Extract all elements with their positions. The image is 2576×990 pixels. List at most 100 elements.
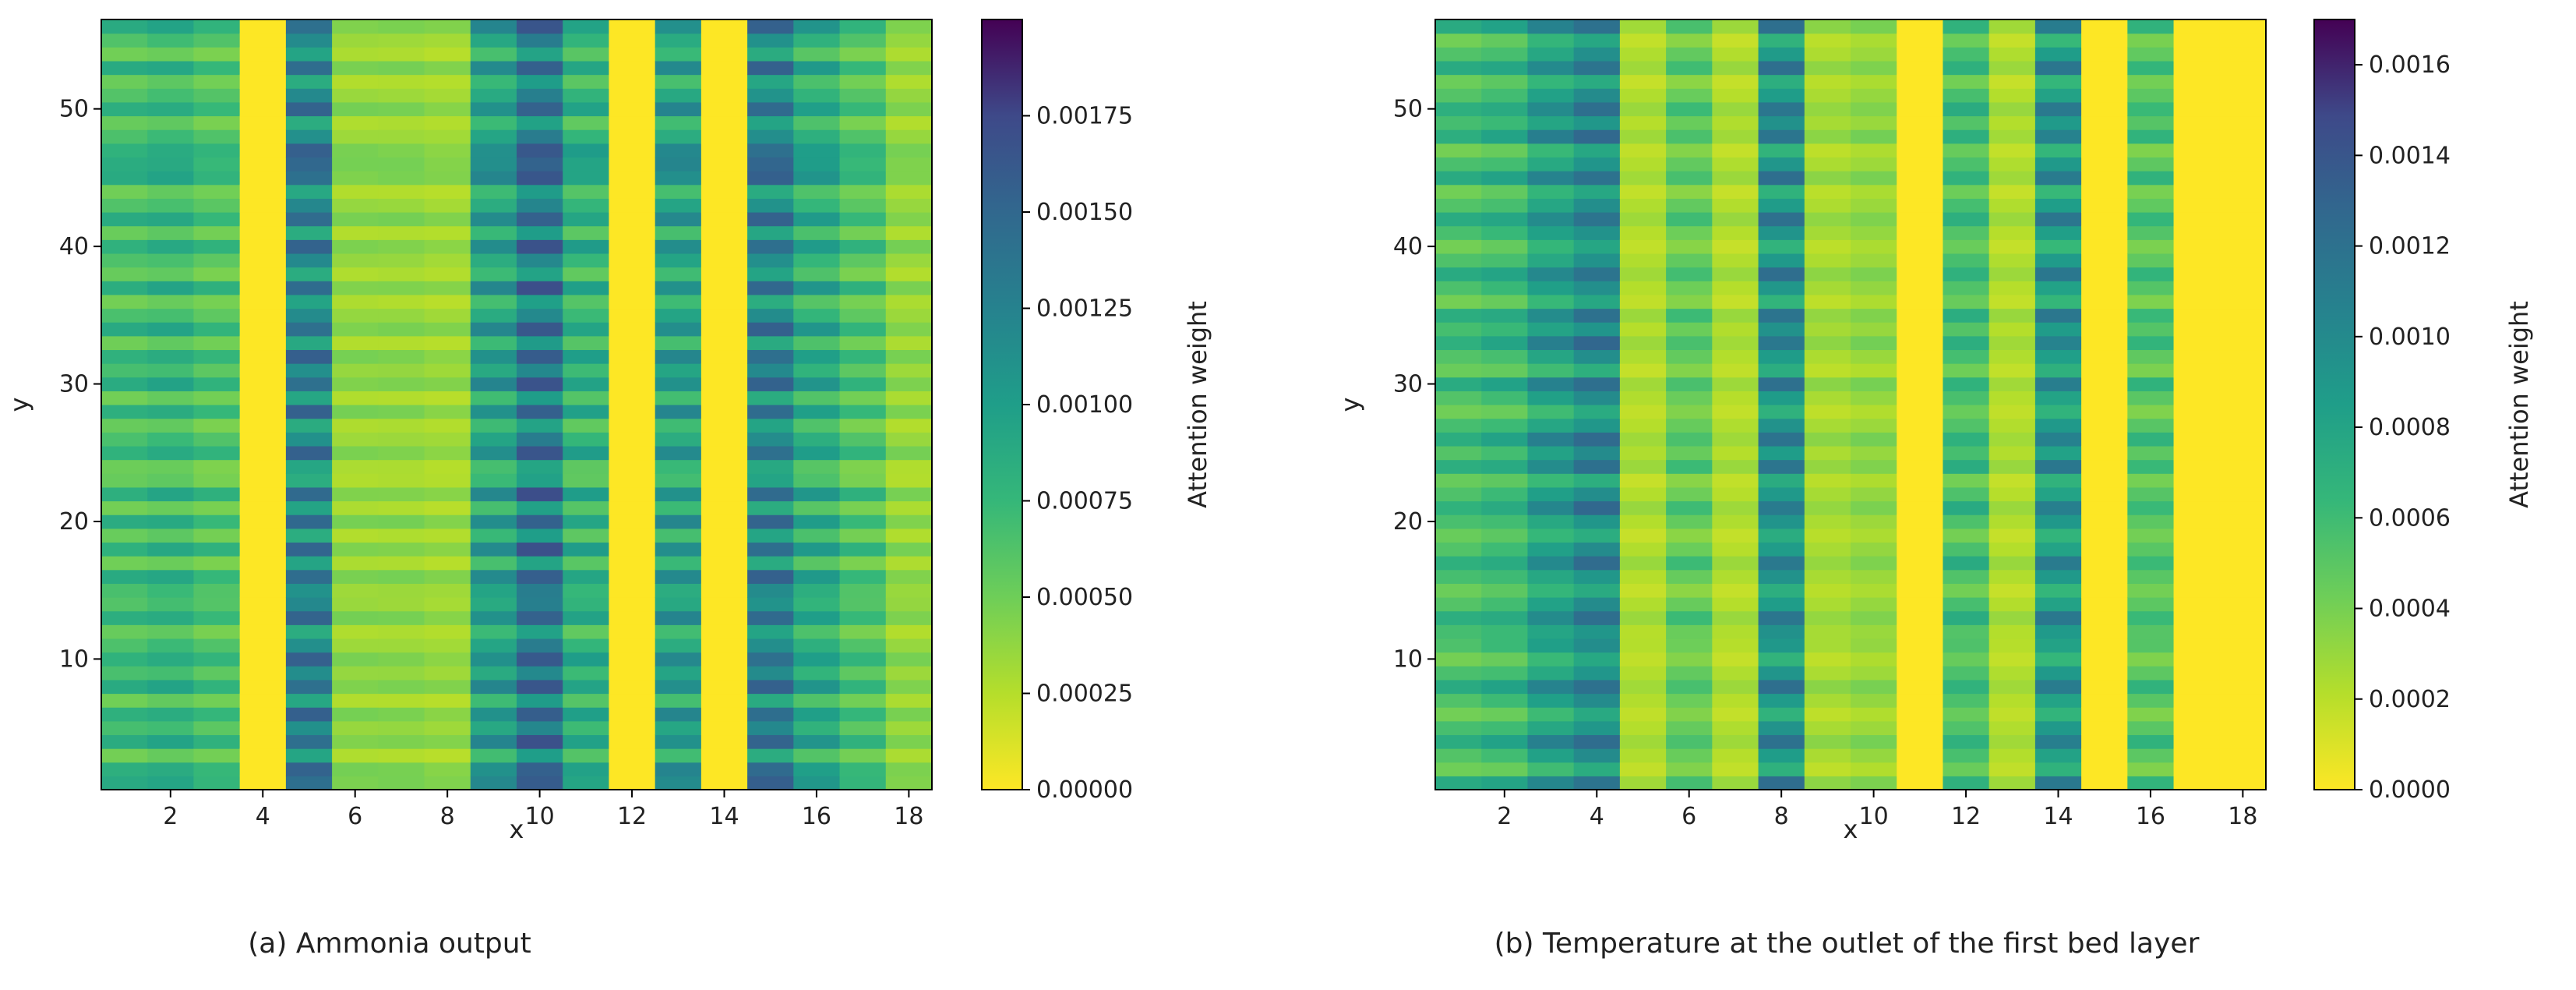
heatmap-cell (517, 171, 563, 186)
heatmap-cell (793, 129, 841, 144)
heatmap-cell (563, 666, 610, 681)
heatmap-cell (1666, 583, 1713, 598)
heatmap-cell (839, 322, 887, 337)
heatmap-cell (2127, 349, 2175, 364)
heatmap-cell (285, 143, 333, 158)
heatmap-cell (793, 143, 841, 158)
heatmap-cell (747, 281, 794, 295)
heatmap-cell (1712, 638, 1759, 653)
heatmap-cell (2219, 115, 2267, 130)
heatmap-cell (101, 198, 148, 213)
y-axis-label: y (5, 398, 34, 412)
heatmap-cell (1897, 405, 1944, 419)
heatmap-cell (885, 335, 933, 351)
heatmap-cell (747, 74, 794, 89)
heatmap-cell (1666, 212, 1713, 227)
heatmap-cell (147, 445, 195, 461)
heatmap-cell (2081, 47, 2128, 62)
heatmap-cell (793, 253, 841, 268)
heatmap-cell (2081, 308, 2128, 323)
heatmap-cell (2219, 143, 2267, 158)
heatmap-cell (793, 33, 841, 48)
heatmap-cell (839, 74, 887, 89)
heatmap-cell (1943, 349, 1990, 364)
heatmap-cell (1619, 610, 1667, 625)
heatmap-cell (1481, 171, 1529, 186)
heatmap-cell (1712, 281, 1759, 295)
heatmap-cell (2081, 734, 2128, 749)
heatmap-cell (1619, 693, 1667, 708)
heatmap-cell (885, 101, 933, 117)
heatmap-cell (793, 556, 841, 571)
heatmap-cell (147, 693, 195, 708)
heatmap-cell (1435, 184, 1482, 199)
heatmap-cell (1481, 776, 1529, 790)
heatmap-cell (885, 129, 933, 144)
heatmap-cell (378, 652, 425, 666)
heatmap-cell (239, 171, 287, 186)
heatmap-cell (563, 253, 610, 268)
heatmap-cell (517, 363, 563, 378)
heatmap-cell (1897, 610, 1944, 625)
heatmap-cell (1758, 88, 1805, 103)
heatmap-cell (1666, 556, 1713, 571)
heatmap-cell (1619, 88, 1667, 103)
heatmap-cell (470, 212, 517, 227)
heatmap-cell (378, 418, 425, 433)
heatmap-cell (1943, 707, 1990, 722)
colorbar (2313, 19, 2355, 790)
heatmap-cell (239, 60, 287, 76)
heatmap-cell (1573, 418, 1621, 433)
heatmap-cell (609, 693, 656, 708)
heatmap-cell (101, 294, 148, 309)
heatmap-cell (655, 377, 702, 391)
heatmap-cell (2173, 60, 2221, 76)
heatmap-cell (839, 143, 887, 158)
colorbar-tick-label: 0.0000 (2369, 776, 2451, 804)
heatmap-cell (1527, 569, 1575, 584)
heatmap-cell (517, 267, 563, 281)
heatmap-cell (239, 19, 287, 34)
heatmap-cell (793, 459, 841, 474)
heatmap-cell (1481, 363, 1529, 378)
heatmap-cell (793, 405, 841, 419)
heatmap-cell (793, 60, 841, 76)
heatmap-cell (517, 734, 563, 749)
heatmap-cell (332, 693, 379, 708)
heatmap-cell (332, 720, 379, 736)
heatmap-cell (147, 514, 195, 529)
heatmap-cell (1897, 762, 1944, 776)
heatmap-cell (285, 748, 333, 763)
heatmap-cell (2081, 405, 2128, 419)
heatmap-cell (793, 624, 841, 639)
heatmap-cell (1712, 624, 1759, 639)
heatmap-cell (1804, 335, 1851, 351)
heatmap-cell (147, 473, 195, 488)
heatmap-cell (239, 322, 287, 337)
heatmap-cell (609, 707, 656, 722)
heatmap-cell (378, 666, 425, 681)
heatmap-cell (885, 308, 933, 323)
heatmap-cell (1897, 693, 1944, 708)
heatmap-cell (1758, 459, 1805, 474)
heatmap-cell (2034, 776, 2082, 790)
heatmap-cell (2127, 294, 2175, 309)
heatmap-cell (1712, 432, 1759, 447)
heatmap-cell (2034, 405, 2082, 419)
heatmap-cell (2173, 597, 2221, 612)
heatmap-cell (1804, 225, 1851, 240)
heatmap-cell (1758, 486, 1805, 502)
heatmap-cell (1851, 33, 1897, 48)
heatmap-cell (2081, 33, 2128, 48)
heatmap-cell (1435, 47, 1482, 62)
heatmap-cell (563, 267, 610, 281)
x-tick-label: 16 (802, 803, 831, 830)
heatmap-cell (700, 225, 748, 240)
heatmap-cell (655, 33, 702, 48)
heatmap-cell (747, 143, 794, 158)
heatmap-cell (1851, 720, 1897, 736)
heatmap-cell (793, 74, 841, 89)
heatmap-cell (1619, 225, 1667, 240)
heatmap-cell (1988, 610, 2036, 625)
